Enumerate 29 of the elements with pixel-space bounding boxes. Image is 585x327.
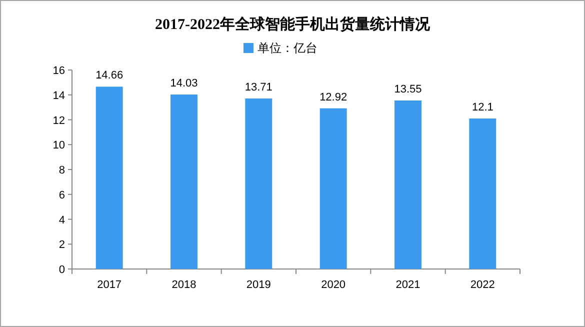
bar [394,100,422,269]
data-label: 12.92 [320,91,348,104]
y-tick-label: 4 [58,214,65,226]
y-tick-label: 16 [52,65,65,77]
y-tick-label: 14 [52,90,65,102]
data-label: 12.1 [472,102,494,114]
data-label: 14.03 [170,78,198,90]
x-tick-label: 2019 [246,279,271,291]
data-label: 13.71 [244,81,272,94]
x-tick-label: 2021 [396,279,420,291]
bar [469,118,496,269]
data-label: 14.66 [96,70,124,82]
chart-title: 2017-2022年全球智能手机出货量统计情况 [155,16,431,33]
y-tick-label: 12 [52,114,65,127]
data-label: 13.55 [394,83,422,96]
y-tick-label: 0 [58,264,65,276]
x-tick-label: 2020 [321,279,346,291]
bar [245,98,272,269]
x-tick-label: 2017 [97,279,122,291]
bar [96,86,123,269]
y-tick-label: 2 [58,239,65,252]
y-tick-label: 10 [52,140,65,152]
x-tick-label: 2018 [172,279,196,291]
bar [320,108,347,269]
legend-label: 单位：亿台 [258,41,318,55]
y-tick-label: 8 [58,164,65,176]
y-tick-label: 6 [58,189,65,202]
x-tick-label: 2022 [470,279,495,291]
bar [170,94,198,269]
